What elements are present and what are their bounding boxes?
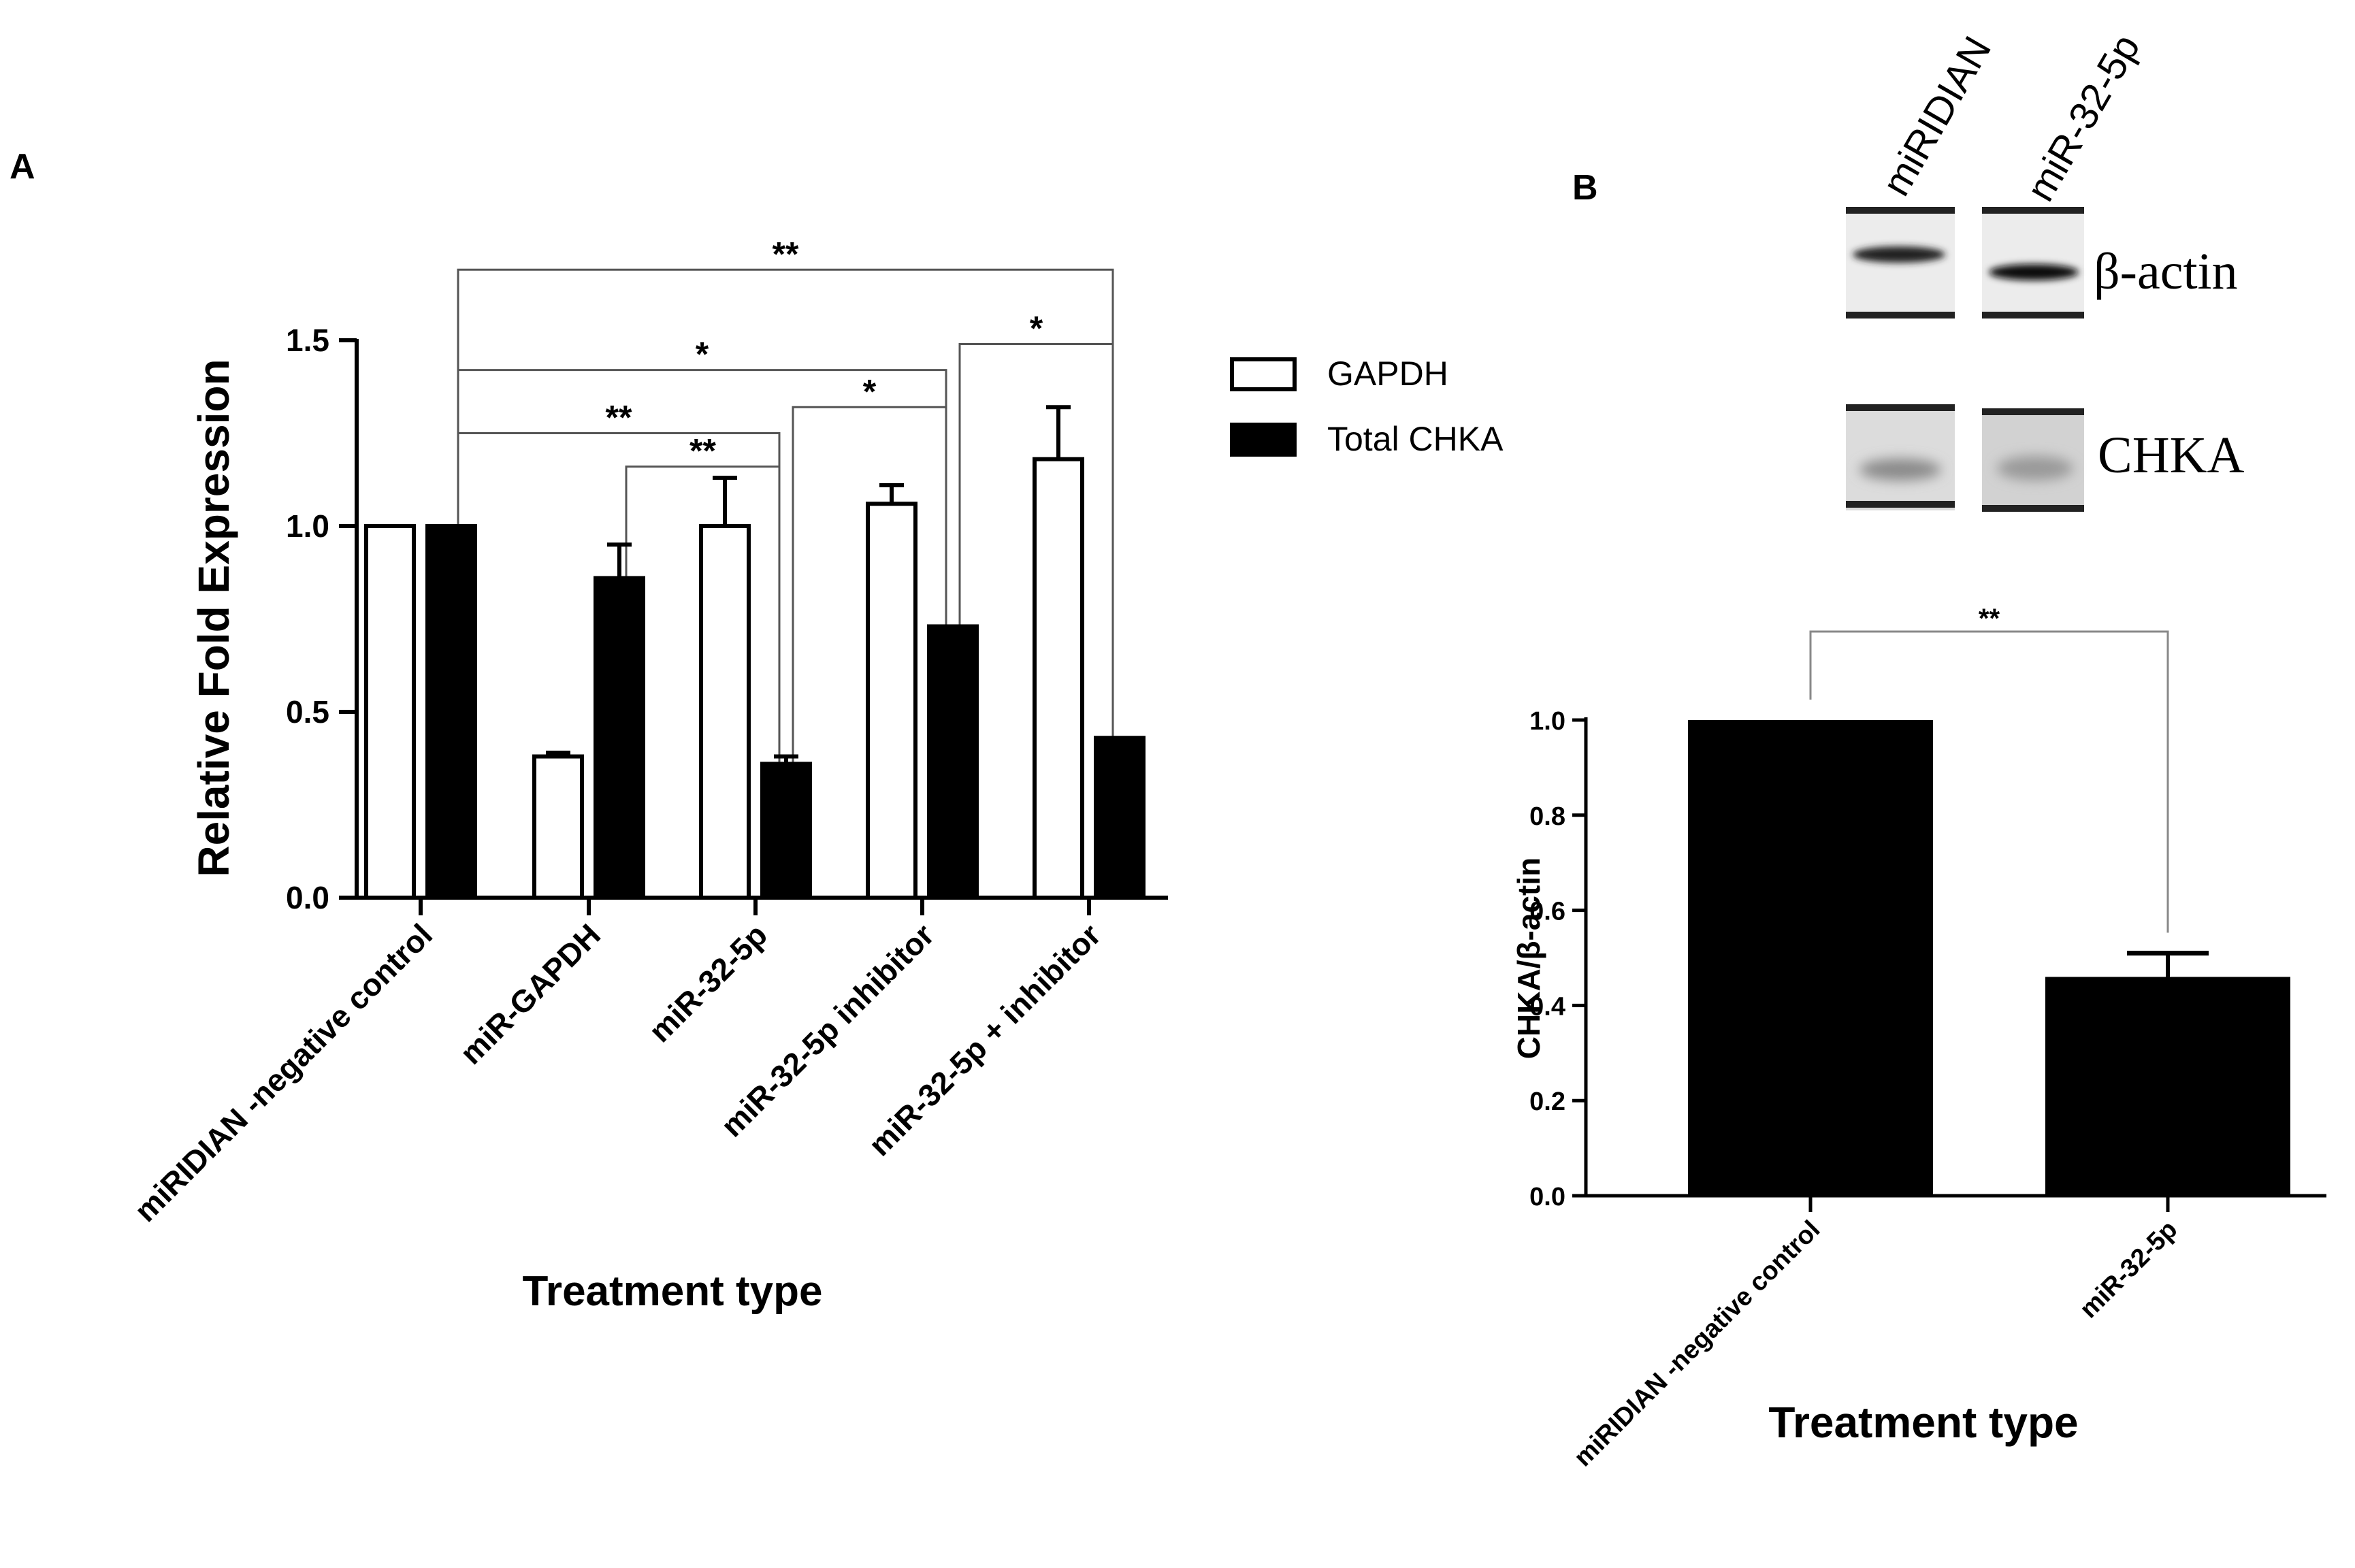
blot-lane-label-miridian: miRIDIAN <box>1874 29 2000 203</box>
chart-b-category-label-1: miR-32-5p <box>2075 1215 2183 1324</box>
chart-a-bar-gapdh-0 <box>364 524 416 900</box>
chart-a-bar-gapdh-2 <box>699 524 751 900</box>
chart-b-y-axis-label: CHKA/β-actin <box>1511 858 1546 1059</box>
panel-a-label: A <box>10 147 35 186</box>
chart-a-significance-label-1: * <box>696 336 709 374</box>
chart-a-bar-total-chka-4 <box>1094 736 1146 900</box>
chart-b-significance-bracket <box>1809 630 2169 933</box>
chart-a-bar-total-chka-1 <box>594 576 645 900</box>
chart-b-y-tick-label-2: 0.4 <box>1529 992 1565 1021</box>
chart-a-category-label-2: miR-32-5p <box>642 917 774 1049</box>
chart-a-tick-labels: 0.0 0.5 1.0 1.5 <box>286 323 329 915</box>
chart-a: ********* 0.00.51.01.5 miRIDIAN -negativ… <box>127 235 1504 1315</box>
chart-a-bar-gapdh-3 <box>866 502 917 900</box>
chart-a-y-tick-label-2: 1.0 <box>286 508 329 544</box>
chart-a-significance-label-3: ** <box>606 399 632 437</box>
blot-beta-actin-lane-2 <box>1982 207 2084 318</box>
chart-b-significance-label: ** <box>1979 604 2000 634</box>
chart-a-y-tick-label-0: 0.0 <box>286 880 329 915</box>
chart-a-bars <box>364 405 1146 900</box>
chart-b-y-tick-label-0: 0.0 <box>1529 1183 1565 1211</box>
chart-a-category-label-0: miRIDIAN -negative control <box>127 917 439 1228</box>
chart-a-significance-bracket-2 <box>958 342 1114 738</box>
chart-a-category-labels: miRIDIAN -negative control miR-GAPDH miR-3… <box>127 917 1107 1228</box>
chart-a-bar-gapdh-4 <box>1033 457 1084 900</box>
chart-a-legend-swatch-0 <box>1230 357 1297 391</box>
chart-a-significance-bracket-4 <box>792 406 947 764</box>
chart-b-bars <box>1688 720 2290 1196</box>
blot-band-label-chka: CHKA <box>2098 427 2244 484</box>
chart-a-x-axis-label: Treatment type <box>522 1268 822 1315</box>
chart-a-bar-total-chka-0 <box>425 524 477 900</box>
blot-lane-label-mir-32-5p: miR-32-5p <box>2018 27 2149 209</box>
chart-a-axes <box>339 338 1168 915</box>
chart-b: ** 0.00.20.40.60.81.0 miRIDIAN -negative… <box>1511 604 2326 1472</box>
chart-a-bar-gapdh-1 <box>532 754 584 900</box>
chart-b-y-tick-label-3: 0.6 <box>1529 898 1565 926</box>
chart-a-legend-label-0: GAPDH <box>1327 355 1448 393</box>
blot-chka-lane-1 <box>1846 404 1955 510</box>
chart-b-axes <box>1572 717 2326 1212</box>
chart-a-bar-total-chka-2 <box>760 762 812 900</box>
chart-a-y-tick-label-3: 1.5 <box>286 323 329 358</box>
chart-b-x-axis-label: Treatment type <box>1768 1398 2078 1447</box>
chart-a-significance-bracket-0 <box>457 268 1114 738</box>
chart-a-bar-total-chka-3 <box>927 624 979 900</box>
panel-b-label: B <box>1572 168 1598 208</box>
western-blot: miRIDIAN miR-32-5p <box>1846 27 2244 512</box>
chart-a-significance-label-0: ** <box>773 235 799 273</box>
chart-b-y-tick-label-1: 0.2 <box>1529 1088 1565 1116</box>
chart-a-significance-label-5: ** <box>689 432 716 470</box>
chart-b-y-tick-label-4: 0.8 <box>1529 802 1565 831</box>
blot-beta-actin-lane-1 <box>1846 207 1955 318</box>
chart-a-significance-bracket-5 <box>625 466 781 764</box>
blot-band-label-beta-actin: β-actin <box>2094 243 2238 300</box>
chart-a-y-tick-label-1: 0.5 <box>286 694 329 730</box>
chart-a-y-axis-label: Relative Fold Expression <box>189 359 238 877</box>
chart-a-legend: GAPDH Total CHKA <box>1230 355 1504 458</box>
chart-a-significance: ********* <box>457 235 1114 764</box>
chart-a-significance-label-2: * <box>1030 309 1043 347</box>
chart-a-significance-label-4: * <box>863 372 877 410</box>
chart-a-category-label-1: miR-GAPDH <box>453 917 608 1071</box>
blot-chka-lane-2 <box>1982 408 2084 512</box>
chart-b-bar-1 <box>2045 977 2290 1196</box>
chart-b-bar-0 <box>1688 720 1933 1196</box>
chart-b-y-tick-label-5: 1.0 <box>1529 707 1565 736</box>
chart-b-significance: ** <box>1809 604 2169 933</box>
chart-a-legend-label-1: Total CHKA <box>1327 420 1504 458</box>
chart-b-tick-labels: 0.0 0.2 0.4 0.6 0.8 1.0 <box>1529 707 1565 1211</box>
chart-a-legend-swatch-1 <box>1230 423 1297 457</box>
